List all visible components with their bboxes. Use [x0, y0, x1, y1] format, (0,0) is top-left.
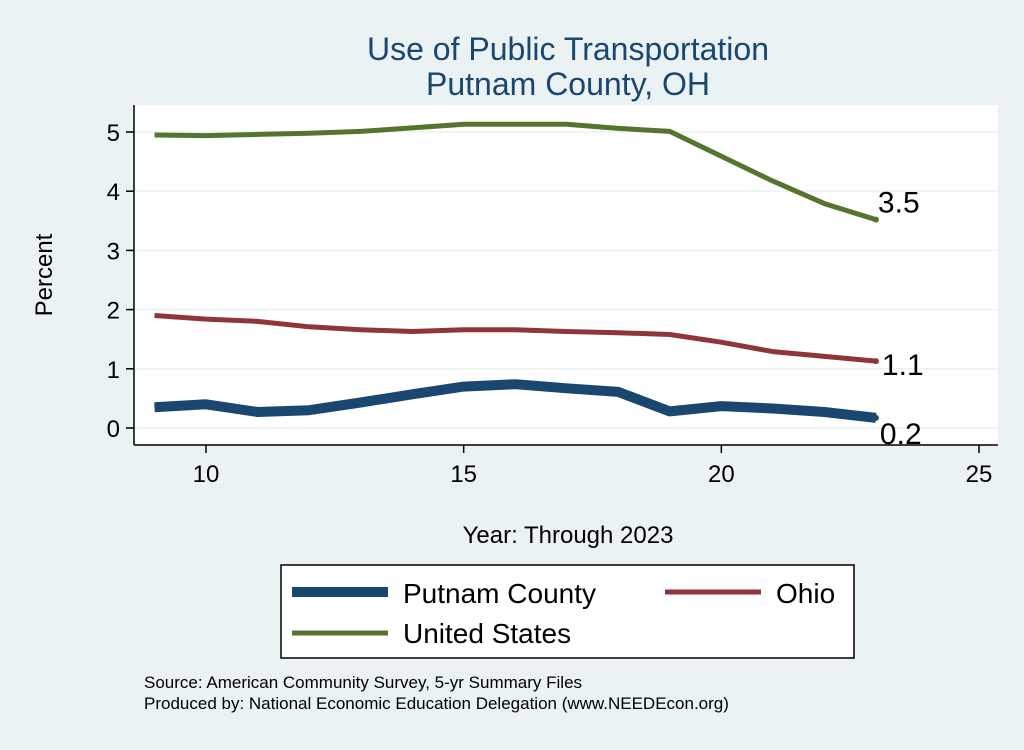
x-tick-label-20: 20	[708, 461, 735, 488]
end-labels: 0.2 1.1 3.5	[878, 187, 924, 451]
series-line-ohio	[154, 313, 877, 364]
axes: 0 1 2 3 4 5 10 15 20 25	[107, 105, 998, 488]
legend-label-united-states: United States	[403, 618, 571, 649]
legend-label-putnam-county: Putnam County	[403, 578, 596, 609]
source-note: Source: American Community Survey, 5-yr …	[144, 673, 582, 692]
chart-title-line-1: Use of Public Transportation	[367, 31, 769, 67]
end-label-united-states: 3.5	[878, 187, 920, 220]
y-tick-label-4: 4	[107, 179, 120, 206]
series-group	[154, 121, 879, 423]
y-tick-label-1: 1	[107, 357, 120, 384]
x-tick-label-15: 15	[450, 461, 477, 488]
chart-title-line-2: Putnam County, OH	[426, 66, 710, 102]
legend-box	[280, 564, 855, 659]
end-point-united-states	[872, 216, 879, 223]
end-point-ohio	[872, 358, 879, 365]
end-label-putnam-county: 0.2	[880, 418, 922, 451]
x-tick-label-10: 10	[193, 461, 220, 488]
y-tick-label-3: 3	[107, 238, 120, 265]
legend: Putnam County Ohio United States	[280, 564, 855, 659]
end-point-putnam-county	[872, 414, 879, 421]
end-label-ohio: 1.1	[882, 349, 924, 382]
producer-note: Produced by: National Economic Education…	[144, 694, 729, 713]
x-axis-title: Year: Through 2023	[463, 522, 674, 549]
y-axis-title: Percent	[31, 233, 58, 316]
series-line-putnam-county	[154, 379, 877, 423]
legend-label-ohio: Ohio	[776, 578, 835, 609]
y-tick-label-2: 2	[107, 298, 120, 325]
series-line-united-states	[154, 121, 877, 222]
plot-area	[134, 105, 998, 445]
x-tick-label-25: 25	[966, 461, 993, 488]
y-tick-label-5: 5	[107, 120, 120, 147]
y-tick-label-0: 0	[107, 416, 120, 443]
